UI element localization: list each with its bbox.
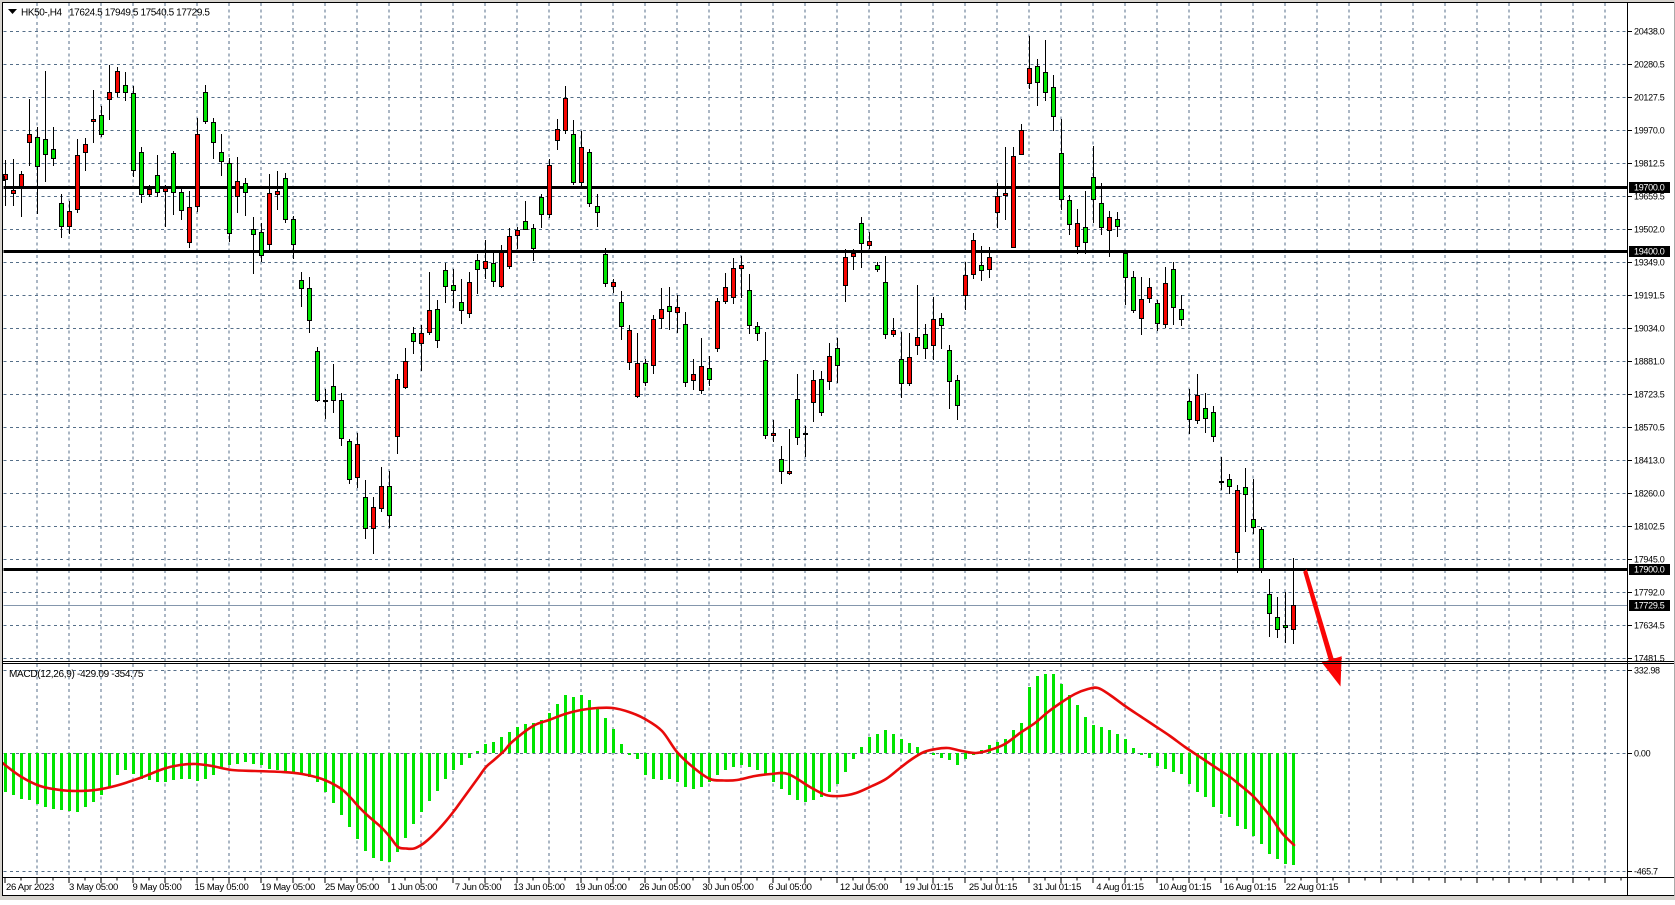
- svg-text:MACD(12,26,9) -429.09 -354.75: MACD(12,26,9) -429.09 -354.75: [9, 669, 144, 680]
- svg-text:22 Aug 01:15: 22 Aug 01:15: [1286, 882, 1338, 893]
- svg-text:17624.5 17949.5 17540.5 17729.: 17624.5 17949.5 17540.5 17729.5: [69, 8, 210, 19]
- svg-text:17634.5: 17634.5: [1634, 621, 1665, 631]
- svg-text:19502.0: 19502.0: [1634, 225, 1665, 235]
- svg-text:20438.0: 20438.0: [1634, 27, 1665, 37]
- svg-text:26 Jun 05:00: 26 Jun 05:00: [639, 882, 690, 893]
- svg-text:19659.5: 19659.5: [1634, 192, 1665, 202]
- svg-text:18881.0: 18881.0: [1634, 357, 1665, 367]
- svg-text:31 Jul 01:15: 31 Jul 01:15: [1033, 882, 1081, 893]
- svg-text:18413.0: 18413.0: [1634, 456, 1665, 466]
- svg-text:30 Jun 05:00: 30 Jun 05:00: [702, 882, 753, 893]
- svg-text:19034.0: 19034.0: [1634, 324, 1665, 334]
- svg-text:332.98: 332.98: [1634, 666, 1660, 676]
- svg-text:25 Jul 01:15: 25 Jul 01:15: [969, 882, 1017, 893]
- svg-text:9 May 05:00: 9 May 05:00: [133, 882, 182, 893]
- svg-text:0.00: 0.00: [1634, 749, 1651, 759]
- svg-text:20280.5: 20280.5: [1634, 60, 1665, 70]
- svg-text:19812.5: 19812.5: [1634, 159, 1665, 169]
- svg-text:1 Jun 05:00: 1 Jun 05:00: [391, 882, 437, 893]
- svg-text:10 Aug 01:15: 10 Aug 01:15: [1159, 882, 1211, 893]
- svg-text:19349.0: 19349.0: [1634, 258, 1665, 268]
- svg-text:25 May 05:00: 25 May 05:00: [325, 882, 379, 893]
- svg-text:19 May 05:00: 19 May 05:00: [261, 882, 315, 893]
- svg-text:19700.0: 19700.0: [1634, 183, 1665, 193]
- svg-text:15 May 05:00: 15 May 05:00: [195, 882, 249, 893]
- svg-text:13 Jun 05:00: 13 Jun 05:00: [513, 882, 564, 893]
- svg-text:19 Jun 05:00: 19 Jun 05:00: [575, 882, 626, 893]
- svg-text:7 Jun 05:00: 7 Jun 05:00: [455, 882, 501, 893]
- svg-text:17900.0: 17900.0: [1634, 565, 1665, 575]
- svg-text:12 Jul 05:00: 12 Jul 05:00: [840, 882, 888, 893]
- svg-text:6 Jul 05:00: 6 Jul 05:00: [768, 882, 811, 893]
- svg-text:20127.5: 20127.5: [1634, 93, 1665, 103]
- svg-text:HK50-,H4: HK50-,H4: [21, 8, 63, 19]
- svg-text:18260.0: 18260.0: [1634, 489, 1665, 499]
- svg-text:17792.0: 17792.0: [1634, 588, 1665, 598]
- svg-text:19 Jul 01:15: 19 Jul 01:15: [905, 882, 953, 893]
- svg-text:17481.5: 17481.5: [1634, 654, 1665, 664]
- svg-text:18723.5: 18723.5: [1634, 390, 1665, 400]
- svg-text:3 May 05:00: 3 May 05:00: [69, 882, 118, 893]
- svg-text:-465.7: -465.7: [1634, 867, 1658, 877]
- svg-text:4 Aug 01:15: 4 Aug 01:15: [1096, 882, 1143, 893]
- svg-text:18570.5: 18570.5: [1634, 423, 1665, 433]
- svg-text:19191.5: 19191.5: [1634, 291, 1665, 301]
- svg-text:19400.0: 19400.0: [1634, 247, 1665, 257]
- svg-text:17729.5: 17729.5: [1634, 601, 1665, 611]
- svg-text:19970.0: 19970.0: [1634, 126, 1665, 136]
- svg-text:17945.0: 17945.0: [1634, 555, 1665, 565]
- svg-text:26 Apr 2023: 26 Apr 2023: [6, 882, 54, 893]
- svg-text:16 Aug 01:15: 16 Aug 01:15: [1224, 882, 1276, 893]
- svg-text:18102.5: 18102.5: [1634, 522, 1665, 532]
